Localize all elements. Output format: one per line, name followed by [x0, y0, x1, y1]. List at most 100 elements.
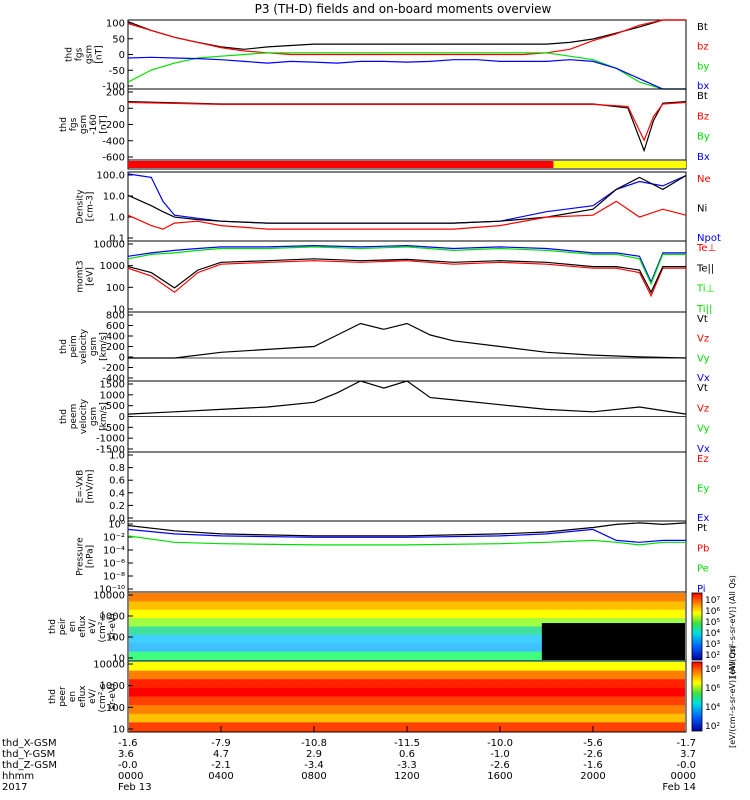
peir-spectrogram-band-1 [129, 601, 685, 611]
peir-spectrogram-band-2 [129, 609, 685, 619]
peir-spectrogram-colorbar-tick-4: 10³ [705, 640, 720, 650]
peer-spectrogram-ytick-1: 1000 [100, 681, 125, 692]
peer-spectrogram-ylabel-0: thd [48, 689, 58, 704]
fgs-gsm-series-0 [127, 19, 686, 50]
peer-spectrogram-ytick-3: 10 [112, 725, 125, 736]
fgs-gsm-series-2 [127, 52, 686, 90]
mom-temp-ytick-2: 100 [106, 283, 125, 294]
xaxis-row-1-value-0: 3.6 [118, 749, 134, 760]
pressure-legend-1: Pb [697, 543, 709, 554]
peem-velocity-ytick-1: 1000 [100, 390, 125, 401]
peem-velocity-legend-3: Vx [697, 444, 710, 455]
fgs-gsm-zoom-frame [127, 88, 687, 161]
peem-velocity-ytick-2: 500 [106, 401, 125, 412]
peim-velocity-ytick-3: 200 [106, 342, 125, 353]
peir-spectrogram-colorbar-tick-3: 10⁴ [705, 629, 720, 639]
fgs-gsm-zoom-ylabel-2: gsm [79, 115, 89, 134]
xaxis-row-2-value-6: -0.0 [676, 760, 696, 771]
mom-temp-series-2 [127, 260, 686, 298]
peir-spectrogram-ylabel-0: thd [48, 619, 58, 634]
peer-spectrogram-band-1 [129, 670, 685, 680]
peer-spectrogram-band-6 [129, 713, 685, 723]
peir-spectrogram-ylabel-3: eflux [78, 615, 88, 638]
density-legend-0: Ne [697, 174, 711, 185]
peer-spectrogram-band-4 [129, 696, 685, 706]
pressure-legend-2: Pe [697, 564, 709, 575]
peem-velocity-ytick-0: 1500 [100, 380, 125, 391]
pressure-ylabel-0: Pressure [76, 537, 86, 576]
peer-spectrogram-ytick-0: 10000 [93, 660, 125, 671]
peem-velocity-ylabel-4: [km/s] [99, 402, 109, 431]
xaxis-row-label-0: thd_X-GSM [2, 738, 57, 749]
xaxis-row-1-value-5: -2.6 [583, 749, 603, 760]
peem-velocity-legend-0: Vt [697, 383, 708, 394]
density-series-1 [127, 174, 687, 224]
xaxis-row-0-value-3: -11.5 [394, 738, 420, 749]
peir-spectrogram-ylabel-4: eV/ [88, 618, 98, 634]
efield-ylabel-0: E=-VxB [76, 470, 86, 504]
peem-velocity-ylabel-3: gsm [89, 407, 99, 426]
fgs-gsm-ylabel-1: fgs [75, 47, 85, 61]
efield-ylabel-1: [mV/m] [86, 470, 96, 504]
xaxis-row-2-value-2: -3.4 [304, 760, 324, 771]
peer-spectrogram-ylabel-2: en [68, 691, 78, 702]
fgs-gsm-zoom-legend-0: Bt [697, 91, 708, 102]
efield-legend-2: Ex [697, 513, 709, 524]
pressure-legend-3: Pi [697, 584, 706, 595]
fgs-gsm-zoom-ylabel-0: thd [59, 117, 69, 132]
peir-spectrogram-band-5 [129, 634, 685, 644]
fgs-gsm-zoom-ylabel-3: -160 [89, 114, 99, 135]
peir-spectrogram-ylabel-6: sr-eV) [108, 613, 118, 639]
efield-ytick-2: 0.6 [109, 476, 125, 487]
peir-spectrogram-colorbar-tick-5: 10² [705, 651, 720, 661]
xaxis-row-3-value-2: 0800 [301, 771, 326, 782]
pressure-ytick-3: 10⁻⁶ [103, 559, 125, 570]
mom-temp-ylabel-0: momt3 [76, 260, 86, 292]
peir-spectrogram-colorbar-tick-0: 10⁷ [705, 596, 720, 606]
fgs-gsm-zoom-legend-2: By [697, 132, 710, 143]
peir-dark-region [541, 623, 685, 660]
mom-temp-series-0 [127, 244, 686, 284]
fgs-gsm-zoom-ylabel-4: [nT] [99, 115, 109, 133]
xaxis-row-0-value-5: -5.6 [583, 738, 603, 749]
fgs-gsm-series-3 [127, 56, 686, 90]
peir-spectrogram-colorbar-label: [eV/(cm²-s-sr-eV)] (All Qs) [728, 575, 737, 678]
peim-velocity-legend-0: Vt [697, 314, 708, 325]
peem-velocity-ytick-3: 0 [119, 412, 125, 423]
fgs-gsm-ytick-3: -50 [109, 66, 125, 77]
pressure-ytick-0: 10⁰ [108, 520, 125, 531]
peim-velocity-legend-1: Vz [697, 334, 709, 345]
peim-velocity-ylabel-0: thd [59, 339, 69, 354]
xaxis-row-3-value-6: 0000 [671, 771, 696, 782]
xaxis-row-0-value-1: -7.9 [211, 738, 231, 749]
density-ylabel-0: Density [76, 189, 86, 224]
xaxis-row-3-value-4: 1600 [487, 771, 512, 782]
xaxis-row-2-value-4: -2.6 [490, 760, 510, 771]
peir-spectrogram-ytick-0: 10000 [93, 591, 125, 602]
pressure-series-2 [127, 535, 686, 546]
fgs-gsm-series-1 [127, 19, 686, 56]
peim-velocity-ytick-4: 0 [119, 353, 125, 364]
fgs-gsm-ytick-2: 0 [119, 50, 125, 61]
peim-velocity-ytick-2: 400 [106, 332, 125, 343]
peer-spectrogram-colorbar-tick-2: 10⁴ [705, 703, 720, 713]
peer-spectrogram-colorbar [691, 661, 703, 732]
efield-ytick-3: 0.4 [109, 488, 125, 499]
peir-spectrogram-band-7 [129, 651, 685, 661]
mom-temp-legend-0: Te⊥ [696, 243, 716, 254]
density-series-0 [127, 173, 687, 224]
efield-ytick-1: 0.8 [109, 463, 125, 474]
peem-velocity-legend-2: Vy [697, 424, 710, 435]
mom-temp-ylabel-1: [eV] [86, 267, 96, 286]
peim-velocity-frame [127, 311, 687, 382]
density-frame [127, 171, 687, 242]
peir-spectrogram-ylabel-1: peir [58, 617, 68, 635]
xaxis-row-1-value-1: 4.7 [213, 749, 229, 760]
peem-velocity-ytick-6: -1500 [96, 445, 125, 456]
peir-spectrogram-band-0 [129, 593, 685, 602]
xaxis-row-3-value-1: 0400 [208, 771, 233, 782]
peer-spectrogram-band-0 [129, 662, 685, 672]
peir-spectrogram-band-6 [129, 643, 685, 653]
mom-temp-ytick-3: 10 [112, 305, 125, 316]
